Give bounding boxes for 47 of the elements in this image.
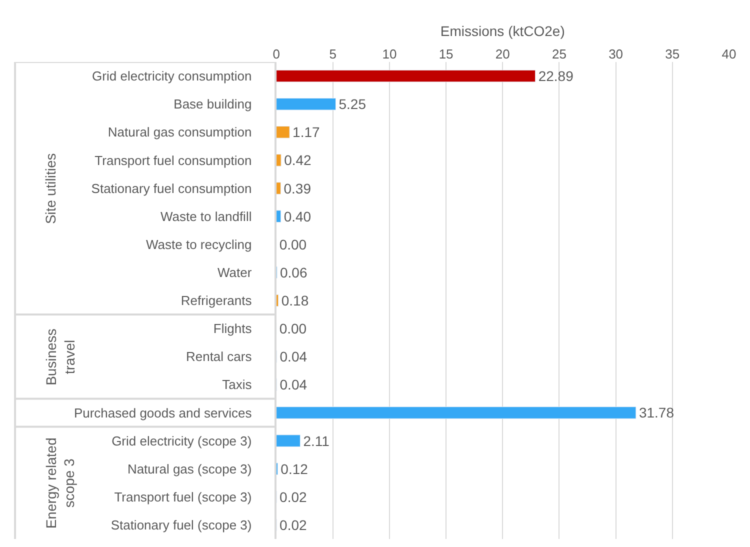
y-tick-label: Stationary fuel (scope 3)	[110, 518, 252, 533]
y-tick-label: Transport fuel consumption	[94, 152, 252, 168]
data-label: 0.02	[280, 488, 308, 505]
x-tick-label: 40	[722, 46, 736, 62]
data-label: 5.25	[338, 96, 366, 112]
data-label: 0.00	[279, 236, 307, 252]
data-label: 0.18	[281, 292, 309, 308]
x-tick-label: 25	[552, 46, 566, 62]
text: Energy related scope 3	[42, 438, 78, 529]
y-tick-label: Purchased goods and services	[74, 405, 252, 420]
x-tick-label: 10	[382, 46, 397, 62]
data-label: 0.40	[284, 208, 312, 224]
y-tick-label: Grid electricity consumption	[92, 68, 252, 84]
x-tick-label: 15	[438, 46, 454, 62]
data-label: 2.11	[303, 432, 330, 449]
y-tick-label: Base building	[174, 96, 252, 112]
y-tick-label: Stationary fuel consumption	[91, 180, 252, 196]
x-tick-label: 35	[665, 46, 680, 62]
y-tick-label: Rental cars	[186, 349, 252, 364]
x-tick-label: 0	[272, 46, 280, 62]
y-tick-label: Flights	[213, 321, 252, 336]
y-tick-label: Transport fuel (scope 3)	[114, 489, 252, 504]
data-label: 31.78	[638, 404, 674, 421]
y-tick-label: Waste to recycling	[146, 236, 252, 252]
y-tick-label: Grid electricity (scope 3)	[112, 433, 252, 448]
data-label: 0.00	[279, 320, 307, 337]
data-label: 0.06	[280, 264, 308, 280]
data-label: 0.12	[280, 460, 308, 477]
data-label: 22.89	[538, 68, 574, 84]
data-label: 0.39	[284, 180, 312, 196]
x-tick-label: 30	[608, 46, 624, 62]
y-tick-label: Water	[218, 264, 252, 280]
y-tick-label: Natural gas (scope 3)	[127, 461, 252, 476]
y-tick-label: Waste to landfill	[160, 208, 252, 224]
x-axis-title: Emissions (ktCO2e)	[440, 23, 565, 39]
y-tick-label: Natural gas consumption	[108, 124, 252, 140]
y-tick-label: Refrigerants	[180, 293, 252, 308]
text: Site utilities	[42, 153, 59, 224]
data-label: 0.42	[284, 152, 312, 168]
y-tick-label: Taxis	[222, 377, 252, 392]
x-tick-label: 20	[495, 46, 510, 62]
text: Business travel	[43, 328, 78, 386]
data-label: 1.17	[292, 124, 320, 140]
x-tick-label: 5	[329, 46, 337, 62]
data-label: 0.04	[280, 348, 308, 365]
data-label: 0.04	[280, 376, 308, 393]
data-label: 0.02	[280, 516, 308, 533]
